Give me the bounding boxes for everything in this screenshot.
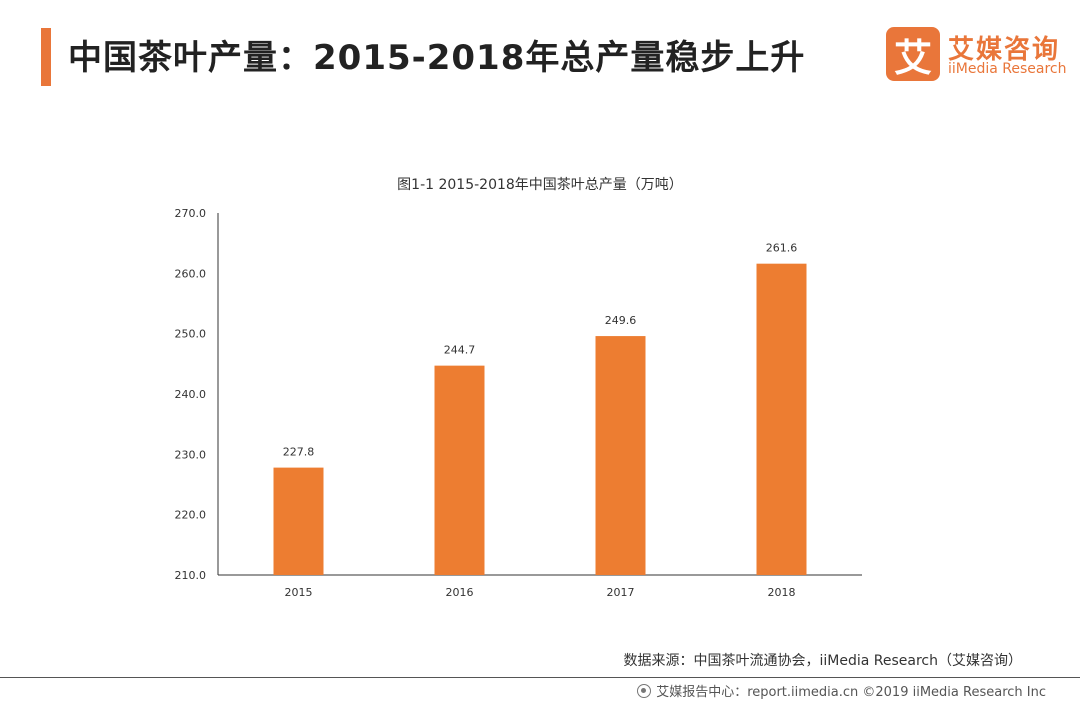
logo: 艾 艾媒咨询 iiMedia Research [886, 27, 1067, 83]
data-label: 244.7 [444, 344, 476, 357]
footer-text: 艾媒报告中心：report.iimedia.cn ©2019 iiMedia R… [656, 685, 1046, 700]
footer-divider [0, 677, 1080, 678]
x-tick-label: 2017 [607, 586, 635, 599]
x-tick-label: 2018 [768, 586, 796, 599]
y-tick-label: 240.0 [175, 388, 207, 401]
y-tick-label: 230.0 [175, 448, 207, 461]
source-note: 数据来源：中国茶叶流通协会，iiMedia Research（艾媒咨询） [623, 653, 1023, 669]
logo-name-cn: 艾媒咨询 [948, 35, 1061, 65]
data-label: 249.6 [605, 314, 637, 327]
x-tick-label: 2016 [446, 586, 474, 599]
x-tick-label: 2015 [285, 586, 313, 599]
y-tick-label: 270.0 [175, 207, 207, 220]
bar [434, 365, 485, 575]
y-tick-label: 250.0 [175, 328, 207, 341]
title-accent-bar [41, 28, 51, 86]
page-title: 中国茶叶产量：2015-2018年总产量稳步上升 [68, 38, 806, 78]
bar-chart: 210.0 220.0 230.0 240.0 250.0 260.0 270.0 227.8… [175, 207, 862, 599]
chart-title: 图1-1 2015-2018年中国茶叶总产量（万吨） [397, 177, 683, 193]
bar [756, 263, 807, 575]
data-label: 227.8 [283, 446, 315, 459]
footer: 艾媒报告中心：report.iimedia.cn ©2019 iiMedia R… [637, 681, 1046, 700]
y-tick-label: 260.0 [175, 267, 207, 280]
y-tick-label: 210.0 [175, 569, 207, 582]
bar [273, 467, 324, 575]
globe-icon [637, 683, 652, 698]
data-label: 261.6 [766, 242, 798, 255]
bar [595, 336, 646, 575]
y-tick-label: 220.0 [175, 509, 207, 522]
logo-mark: 艾 [886, 27, 940, 81]
logo-name-en: iiMedia Research [948, 61, 1067, 77]
